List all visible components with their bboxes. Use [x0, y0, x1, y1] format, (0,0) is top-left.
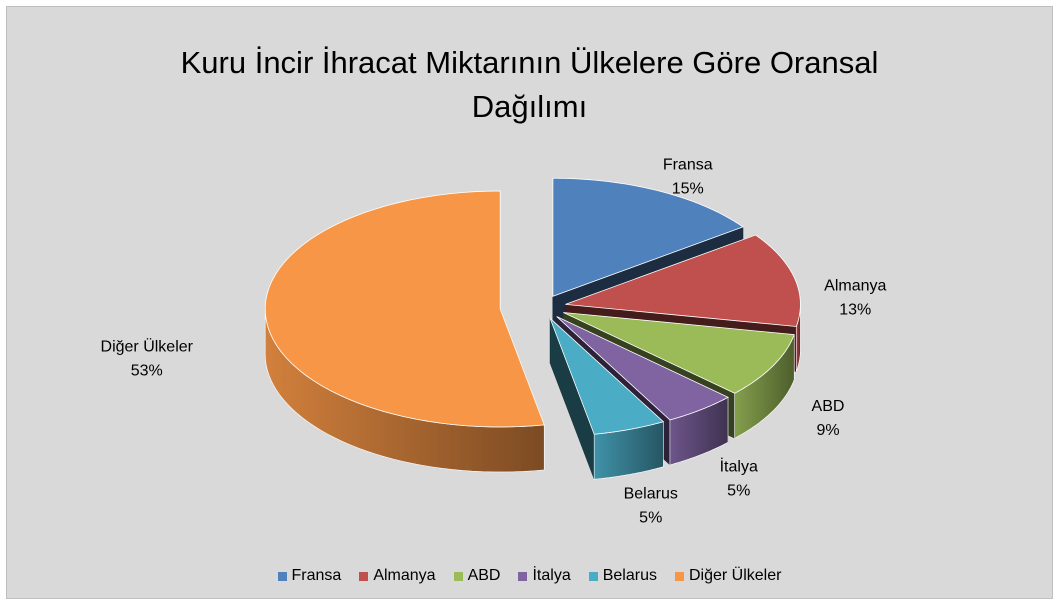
legend-item: ABD [453, 567, 501, 585]
plot: Fransa 15% Almanya 13% Diğer Ülkeler 53% ABD 9%… [101, 156, 887, 527]
legend-label: Fransa [291, 567, 342, 584]
slice-top [549, 318, 665, 435]
legend-swatch [588, 571, 598, 581]
slice-top [556, 316, 729, 421]
data-label: Fransa 15% [663, 156, 713, 197]
legend-item: İtalya [518, 567, 571, 585]
legend-item: Belarus [588, 567, 657, 585]
label-category: Diğer Ülkeler [101, 338, 194, 356]
legend-label: İtalya [532, 567, 571, 584]
label-value: 15% [672, 180, 704, 197]
chart-title: Kuru İncir İhracat Miktarının Ülkelere G… [180, 45, 879, 124]
legend-swatch [277, 571, 287, 581]
data-label: Belarus 5% [624, 486, 678, 527]
legend: Fransa Almanya ABD İtalya Belarus Diğer Ülkel… [7, 567, 1052, 585]
label-value: 53% [131, 363, 163, 380]
slice [549, 317, 665, 480]
legend-swatch [359, 571, 369, 581]
label-category: ABD [812, 398, 845, 415]
legend-label: Almanya [373, 567, 436, 584]
legend-swatch [518, 571, 528, 581]
legend-item: Diğer Ülkeler [674, 567, 782, 585]
slice-top [565, 234, 801, 327]
data-label: İtalya 5% [720, 456, 758, 499]
legend-label: Belarus [602, 567, 657, 584]
slice-top [552, 177, 744, 297]
label-value: 5% [727, 482, 750, 499]
slice-top [264, 190, 545, 428]
label-category: İtalya [720, 456, 758, 475]
label-category: Fransa [663, 156, 713, 173]
label-category: Almanya [824, 277, 886, 294]
slice-top [563, 312, 795, 394]
legend-label: ABD [467, 567, 501, 584]
data-label: Almanya 13% [824, 277, 886, 318]
legend-swatch [453, 571, 463, 581]
legend-item: Fransa [277, 567, 342, 585]
label-value: 5% [639, 510, 662, 527]
label-category: Belarus [624, 486, 678, 503]
chart-area: Fransa 15% Almanya 13% Diğer Ülkeler 53% ABD 9%… [6, 6, 1053, 599]
legend-swatch [674, 571, 684, 581]
label-value: 13% [839, 301, 871, 318]
data-label: Diğer Ülkeler 53% [101, 338, 194, 380]
label-value: 9% [816, 422, 839, 439]
legend-label: Diğer Ülkeler [688, 567, 782, 584]
data-label: ABD 9% [812, 398, 845, 439]
slice [264, 190, 545, 473]
legend-item: Almanya [359, 567, 436, 585]
